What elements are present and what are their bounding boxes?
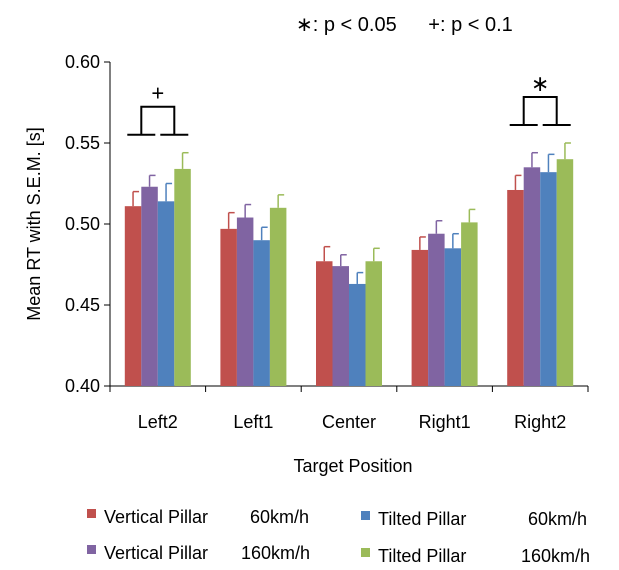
bar — [523, 167, 541, 386]
x-tick-label: Center — [322, 412, 376, 432]
bar — [428, 233, 445, 386]
x-tick-label: Right2 — [514, 412, 566, 432]
bar — [236, 217, 254, 386]
significance-marker: + — [151, 81, 164, 106]
bar — [253, 240, 270, 386]
y-tick-label: 0.40 — [65, 376, 100, 396]
bar — [332, 266, 349, 386]
significance-bracket — [140, 105, 176, 135]
bar — [141, 186, 158, 386]
bar — [444, 248, 462, 386]
x-tick-label: Left1 — [233, 412, 273, 432]
bar — [174, 168, 191, 386]
significance-plus-label: +: p < 0.1 — [428, 14, 513, 36]
bar — [365, 261, 382, 386]
bar — [461, 222, 478, 386]
y-tick-label: 0.50 — [65, 214, 100, 234]
bar — [124, 206, 142, 386]
significance-bracket — [522, 96, 558, 125]
bar — [157, 201, 175, 386]
y-tick-label: 0.45 — [65, 295, 100, 315]
x-axis-label: Target Position — [293, 456, 412, 476]
bar — [220, 228, 237, 386]
bar — [269, 207, 287, 386]
y-axis-label: Mean RT with S.E.M. [s] — [24, 127, 44, 320]
x-tick-label: Right1 — [419, 412, 471, 432]
bar — [316, 261, 333, 386]
bar — [349, 283, 366, 386]
significance-marker: ∗ — [531, 71, 549, 96]
y-tick-label: 0.55 — [65, 133, 100, 153]
bar — [507, 189, 524, 386]
significance-star-label: ∗: p < 0.05 — [296, 14, 397, 36]
bar — [540, 172, 557, 386]
x-tick-label: Left2 — [138, 412, 178, 432]
y-tick-label: 0.60 — [65, 52, 100, 72]
bar — [411, 249, 429, 386]
bar — [556, 159, 574, 386]
significance-legend: ∗: p < 0.05 +: p < 0.1 — [296, 12, 517, 37]
